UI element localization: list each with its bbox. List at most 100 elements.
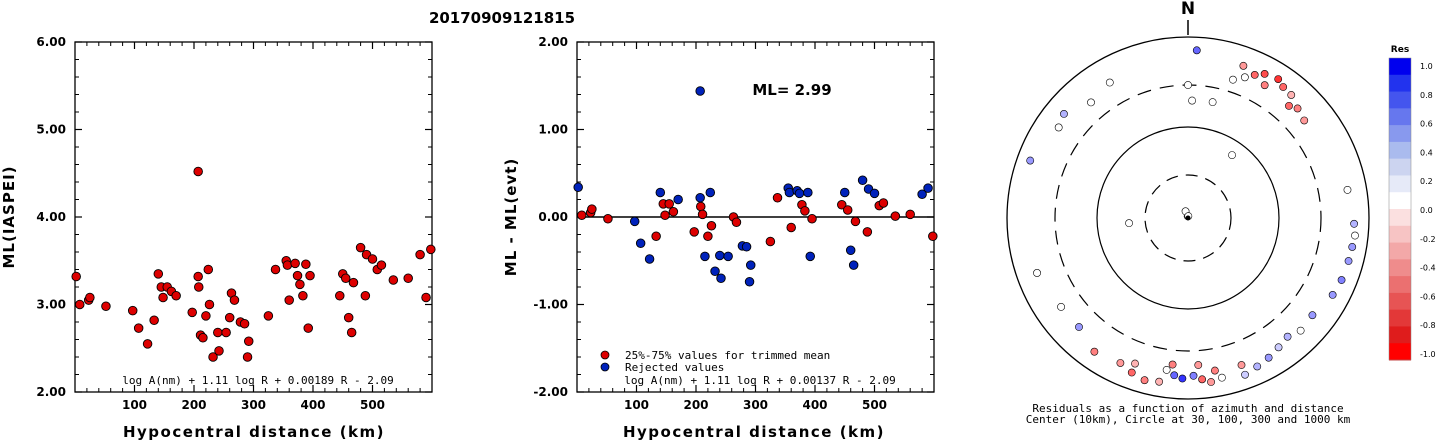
x-tick-label: 500 xyxy=(360,398,385,412)
y-tick-label: 2.00 xyxy=(36,385,66,399)
data-point xyxy=(857,175,868,185)
colorbar-swatch xyxy=(1389,326,1411,344)
data-point xyxy=(695,192,705,203)
colorbar-swatch xyxy=(1389,175,1411,193)
data-point xyxy=(803,187,813,198)
station-points xyxy=(1026,46,1359,386)
colorbar-tick-label: 0.4 xyxy=(1420,148,1433,157)
data-point xyxy=(298,291,308,301)
colorbar-swatches xyxy=(1389,58,1411,361)
colorbar-title: Res xyxy=(1391,45,1409,55)
panel-ml-iaspei: 100 200 300 400 500 2.00 3.00 4.00 5.00 6.00 log … xyxy=(0,35,436,441)
data-point xyxy=(587,204,597,214)
data-point xyxy=(629,216,640,227)
data-point xyxy=(403,273,413,284)
station-point xyxy=(1274,343,1283,352)
station-point xyxy=(1293,104,1302,113)
ml-annotation: ML= 2.99 xyxy=(752,81,831,99)
station-point xyxy=(1308,311,1317,320)
x-tick-label: 100 xyxy=(624,398,649,412)
colorbar-swatch xyxy=(1389,225,1411,244)
colorbar-tick-label: -0.6 xyxy=(1420,292,1436,301)
data-point xyxy=(741,241,752,252)
y-tick-label: 1.00 xyxy=(538,123,568,137)
data-point xyxy=(706,220,717,231)
station-point xyxy=(1241,370,1249,379)
station-point xyxy=(1105,78,1114,87)
station-point xyxy=(1026,156,1035,165)
data-point xyxy=(869,188,880,199)
data-point xyxy=(263,311,274,321)
station-point xyxy=(1237,361,1246,369)
station-point xyxy=(1184,81,1192,89)
panel-ml-residual: 100 200 300 400 500 -2.00 -1.00 0.00 1.00 2.00 ML… xyxy=(502,35,938,441)
data-point xyxy=(367,254,378,264)
station-point xyxy=(1087,98,1095,107)
station-point xyxy=(1250,71,1259,79)
data-point xyxy=(142,339,153,349)
north-label: N xyxy=(1181,0,1195,19)
data-point xyxy=(689,227,699,237)
station-point xyxy=(1264,353,1273,362)
station-point xyxy=(1260,81,1269,90)
data-point xyxy=(303,323,313,333)
data-point xyxy=(270,264,281,275)
data-point xyxy=(700,251,710,262)
x-tick-label: 200 xyxy=(181,398,206,412)
legend-label-rejected: Rejected values xyxy=(625,361,724,374)
epicenter-marker xyxy=(1185,215,1191,221)
caption-line-1: Residuals as a function of azimuth and d… xyxy=(1032,402,1343,415)
station-point xyxy=(1350,219,1359,228)
y-tick-label: -2.00 xyxy=(533,385,568,399)
circle-30km xyxy=(1144,174,1232,262)
station-point xyxy=(1198,375,1207,384)
data-point xyxy=(723,251,733,262)
x-tick-label: 100 xyxy=(122,398,147,412)
data-point xyxy=(282,260,293,270)
colorbar-swatch xyxy=(1389,74,1411,93)
station-point xyxy=(1285,101,1293,110)
station-point xyxy=(1351,231,1359,240)
outer-circle-1000km xyxy=(1006,36,1370,400)
data-point xyxy=(71,271,81,282)
data-point xyxy=(716,273,726,284)
data-point xyxy=(193,166,203,177)
data-point xyxy=(660,210,670,220)
x-tick-label: 400 xyxy=(300,398,325,412)
station-point xyxy=(1090,347,1099,356)
station-point xyxy=(1337,276,1346,284)
colorbar-tick-label: 1.0 xyxy=(1420,62,1433,71)
station-point xyxy=(1057,302,1065,311)
station-point xyxy=(1170,371,1179,380)
y-tick-label: -1.00 xyxy=(533,298,568,312)
data-point xyxy=(158,292,168,303)
station-point xyxy=(1274,75,1283,83)
data-point xyxy=(346,327,357,338)
y-tick-label: 6.00 xyxy=(36,35,66,49)
data-point xyxy=(292,270,303,281)
data-point xyxy=(301,259,311,270)
station-point xyxy=(1168,360,1177,369)
legend: 25%-75% values for trimmed mean Rejected… xyxy=(600,349,830,374)
data-point xyxy=(149,315,159,326)
colorbar-labels: 1.0 0.8 0.6 0.4 0.2 0.0 -0.2 -0.4 -0.6 -0.8 -1.0 xyxy=(1420,62,1436,359)
x-tick-label: 200 xyxy=(683,398,708,412)
data-point xyxy=(848,260,859,270)
data-point xyxy=(696,201,706,212)
data-point xyxy=(305,270,315,281)
data-point xyxy=(243,336,254,347)
station-point xyxy=(1188,96,1197,105)
colorbar-swatch xyxy=(1389,125,1411,143)
data-point xyxy=(800,206,810,216)
data-point xyxy=(242,352,253,362)
station-point xyxy=(1229,75,1237,84)
data-point xyxy=(421,292,431,303)
station-point xyxy=(1075,323,1083,331)
colorbar: Res 1.0 0.8 0.6 0.4 0.2 0.0 -0.2 -0.4 -0.6 -0.8 -1… xyxy=(1388,45,1436,361)
data-point xyxy=(203,264,214,275)
station-point xyxy=(1344,257,1353,265)
formula-label: log A(nm) + 1.11 log R + 0.00189 R - 2.0… xyxy=(122,374,394,387)
data-point xyxy=(194,282,204,292)
colorbar-swatch xyxy=(1389,192,1411,210)
